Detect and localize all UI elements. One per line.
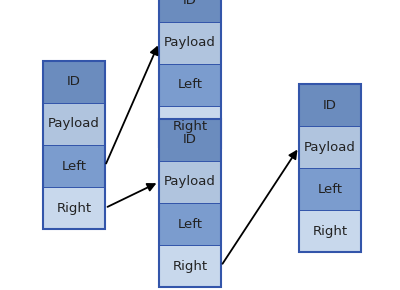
Bar xyxy=(159,119,221,287)
Bar xyxy=(159,64,221,106)
Bar xyxy=(159,203,221,245)
Text: Payload: Payload xyxy=(164,175,216,188)
Text: Left: Left xyxy=(62,160,86,173)
Text: Payload: Payload xyxy=(164,36,216,49)
Bar xyxy=(299,210,361,252)
Bar xyxy=(43,61,105,229)
Text: Right: Right xyxy=(56,202,92,215)
Bar xyxy=(43,103,105,145)
Text: ID: ID xyxy=(67,75,81,88)
Text: ID: ID xyxy=(323,99,337,112)
Text: Payload: Payload xyxy=(304,141,356,154)
Bar xyxy=(299,168,361,210)
Bar xyxy=(159,119,221,161)
Bar xyxy=(299,126,361,168)
Text: Right: Right xyxy=(172,260,208,273)
Bar xyxy=(299,84,361,252)
Text: ID: ID xyxy=(183,133,197,146)
Text: Right: Right xyxy=(172,120,208,133)
Text: Payload: Payload xyxy=(48,117,100,130)
Text: Left: Left xyxy=(178,78,202,91)
Text: ID: ID xyxy=(183,0,197,7)
Bar xyxy=(159,245,221,287)
Bar xyxy=(159,0,221,22)
Text: Left: Left xyxy=(318,183,342,196)
Bar xyxy=(43,145,105,187)
Bar xyxy=(159,0,221,148)
Bar xyxy=(43,187,105,229)
Bar xyxy=(159,161,221,203)
Text: Right: Right xyxy=(312,225,348,238)
Bar xyxy=(299,84,361,126)
Bar xyxy=(159,106,221,148)
Bar xyxy=(43,61,105,103)
Bar xyxy=(159,22,221,64)
Text: Left: Left xyxy=(178,218,202,231)
